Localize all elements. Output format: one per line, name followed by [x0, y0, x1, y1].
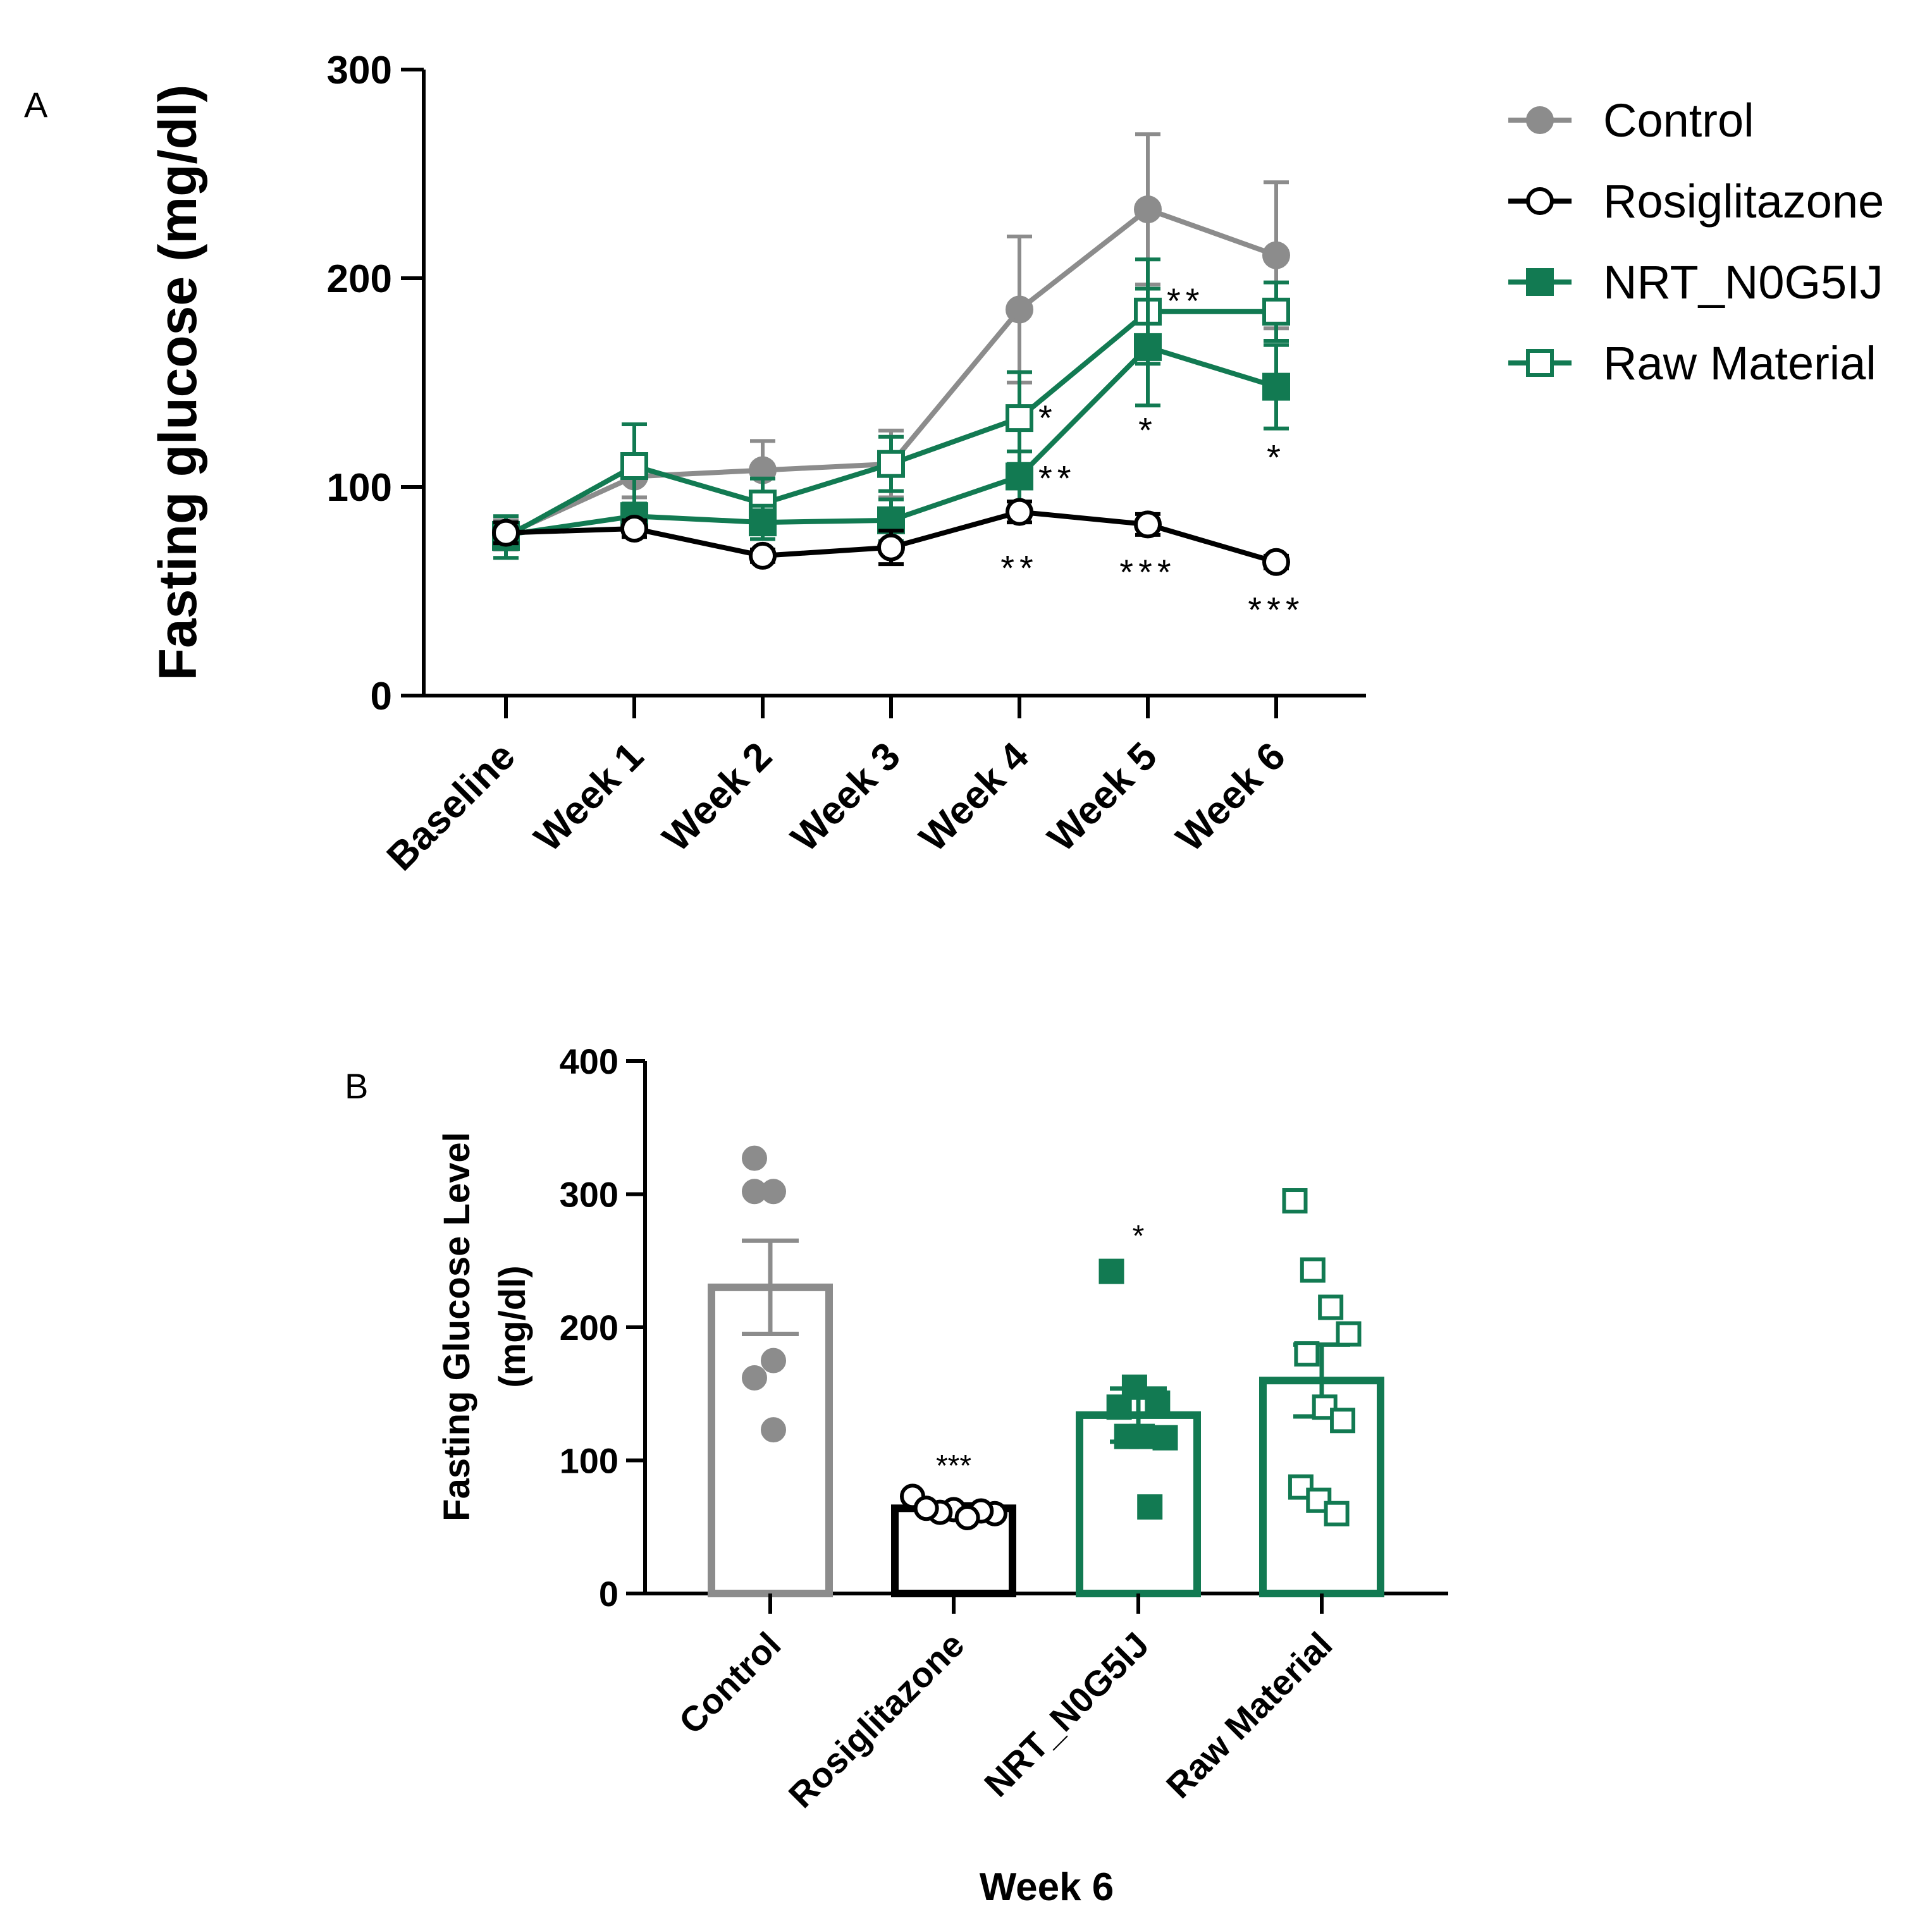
data-point-nrt: [1262, 372, 1290, 401]
data-point-rosiglitazone: [749, 541, 777, 570]
data-point-nrt: [1152, 1425, 1178, 1451]
x-tick-label: Control: [671, 1624, 788, 1741]
data-point-rosiglitazone: [954, 1505, 980, 1531]
x-tick-label: Week 3: [783, 734, 909, 860]
y-tick-label: 200: [327, 257, 392, 301]
y-tick-label: 0: [599, 1574, 618, 1614]
x-tick-label: Rosiglitazone: [781, 1624, 972, 1815]
data-point-nrt: [877, 506, 905, 534]
data-point-nrt: [1098, 1258, 1124, 1284]
data-point-raw: [1288, 1474, 1314, 1500]
significance-label: ***: [1119, 552, 1176, 592]
data-point-nrt: [749, 508, 777, 537]
data-point-rosiglitazone: [1006, 498, 1033, 526]
panel-b-label: B: [345, 1066, 368, 1106]
panel-a-label: A: [24, 85, 48, 125]
panel-b-bar-chart: B 0 100 200 300 400 Fasting Glucose Level (mg/d…: [345, 1041, 1448, 1909]
data-point-nrt: [1137, 1494, 1163, 1520]
legend-label-control: Control: [1603, 94, 1754, 147]
data-point-raw: [1330, 1408, 1356, 1434]
y-axis-title: Fasting glucose (mg/dl): [148, 85, 207, 681]
significance-label: **: [1038, 458, 1076, 498]
data-point-raw: [877, 450, 905, 478]
data-point-control: [1262, 241, 1290, 269]
x-tick-label: NRT_N0G5IJ: [976, 1624, 1156, 1804]
data-point-rosiglitazone: [877, 533, 905, 562]
data-point-raw: [1300, 1257, 1326, 1283]
y-tick-label: 0: [371, 675, 392, 718]
data-point-nrt: [1106, 1394, 1132, 1420]
data-point-control: [742, 1179, 767, 1205]
significance-label: **: [1167, 281, 1205, 321]
data-point-control: [742, 1145, 767, 1171]
x-tick-label: Baseline: [379, 734, 524, 879]
significance-label: **: [1000, 548, 1038, 587]
legend-marker-control: [1526, 106, 1554, 134]
legend-marker-rosiglitazone: [1526, 187, 1554, 215]
data-point-rosiglitazone: [492, 519, 520, 547]
data-point-control: [1006, 295, 1033, 324]
significance-label: ***: [936, 1449, 971, 1483]
legend-marker-raw: [1526, 349, 1554, 377]
data-point-nrt: [1006, 462, 1033, 491]
y-tick-label: 400: [560, 1041, 618, 1081]
legend-label-nrt: NRT_N0G5IJ: [1603, 256, 1883, 309]
data-point-rosiglitazone: [1262, 548, 1290, 576]
data-point-rosiglitazone: [913, 1495, 939, 1521]
data-point-raw: [1318, 1294, 1344, 1320]
x-axis-title: Week 6: [980, 1865, 1114, 1909]
data-point-rosiglitazone: [620, 515, 648, 543]
data-point-raw: [1006, 404, 1033, 433]
legend-label-raw: Raw Material: [1603, 337, 1876, 390]
data-point-raw: [1294, 1341, 1320, 1367]
y-tick-label: 300: [327, 49, 392, 92]
data-point-nrt: [1145, 1390, 1171, 1416]
data-point-control: [761, 1348, 786, 1373]
significance-label: *: [1038, 398, 1057, 438]
data-point-rosiglitazone: [1134, 510, 1162, 539]
x-tick-label: Week 2: [655, 734, 780, 860]
legend-label-rosiglitazone: Rosiglitazone: [1603, 175, 1884, 228]
significance-label: ***: [1248, 589, 1304, 629]
y-tick-label: 200: [560, 1308, 618, 1348]
x-tick-label: Week 1: [526, 734, 652, 860]
significance-label: *: [1267, 438, 1286, 477]
data-point-raw: [1336, 1321, 1362, 1347]
data-point-control: [1134, 195, 1162, 224]
data-point-raw: [620, 452, 648, 480]
x-tick-label: Raw Material: [1159, 1624, 1340, 1806]
data-point-nrt: [1114, 1423, 1140, 1449]
data-point-raw: [1324, 1501, 1350, 1526]
data-point-raw: [1282, 1188, 1308, 1214]
significance-label: *: [1133, 1220, 1145, 1253]
data-point-control: [742, 1365, 767, 1391]
data-point-nrt: [1121, 1374, 1147, 1400]
y-axis-title-line1: Fasting Glucose Level: [436, 1132, 477, 1521]
y-tick-label: 100: [327, 466, 392, 510]
data-point-control: [761, 1417, 786, 1443]
data-point-nrt: [1134, 333, 1162, 361]
x-tick-label: Week 5: [1040, 734, 1166, 860]
x-tick-label: Week 4: [911, 734, 1037, 860]
x-tick-label: Week 6: [1168, 734, 1294, 860]
significance-label: *: [1138, 410, 1157, 450]
data-point-raw: [1262, 297, 1290, 326]
y-tick-label: 300: [560, 1175, 618, 1215]
y-tick-label: 100: [560, 1441, 618, 1481]
legend-marker-nrt: [1526, 268, 1554, 296]
y-axis-title-line2: (mg/dl): [492, 1265, 533, 1387]
